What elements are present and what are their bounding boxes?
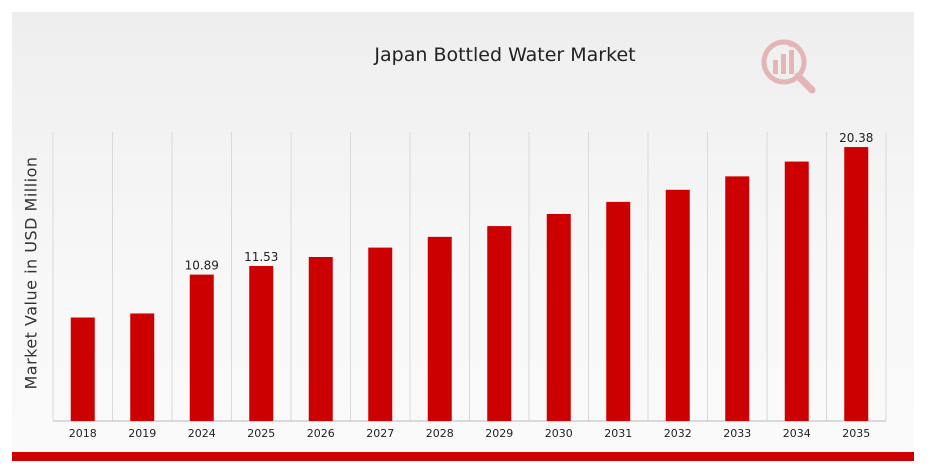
x-tick-label-2035: 2035 <box>842 427 870 440</box>
bar-2030 <box>546 213 571 421</box>
x-tick-label-2018: 2018 <box>69 427 97 440</box>
x-tick-label-2034: 2034 <box>783 427 811 440</box>
data-label-2024: 10.89 <box>185 259 219 273</box>
x-tick-label-2033: 2033 <box>723 427 751 440</box>
x-tick-label-2030: 2030 <box>545 427 573 440</box>
x-tick-label-2027: 2027 <box>366 427 394 440</box>
market-research-logo-icon <box>758 34 822 98</box>
bar-2035 <box>844 147 869 422</box>
bar-2029 <box>487 226 512 421</box>
bar-2031 <box>606 201 631 421</box>
x-tick-label-2028: 2028 <box>426 427 454 440</box>
x-tick-label-2029: 2029 <box>485 427 513 440</box>
bottom-accent-bar <box>12 452 914 461</box>
bar-2033 <box>725 176 750 421</box>
chart-title: Japan Bottled Water Market <box>374 44 636 66</box>
bar-2028 <box>427 236 452 421</box>
bar-2025 <box>249 266 274 421</box>
bar-2026 <box>308 257 333 421</box>
x-tick-label-2032: 2032 <box>664 427 692 440</box>
x-tick-label-2031: 2031 <box>604 427 632 440</box>
bar-2034 <box>784 161 809 422</box>
x-tick-label-2025: 2025 <box>247 427 275 440</box>
bar-2032 <box>665 189 690 421</box>
bar-2018 <box>70 317 95 421</box>
bar-2019 <box>130 313 155 421</box>
x-tick-label-2026: 2026 <box>307 427 335 440</box>
x-tick-label-2019: 2019 <box>128 427 156 440</box>
x-tick-label-2024: 2024 <box>188 427 216 440</box>
bar-2024 <box>189 274 214 421</box>
bar-2027 <box>368 247 393 421</box>
data-label-2025: 11.53 <box>244 250 278 264</box>
data-label-2035: 20.38 <box>839 131 873 145</box>
chart-background <box>12 12 914 452</box>
